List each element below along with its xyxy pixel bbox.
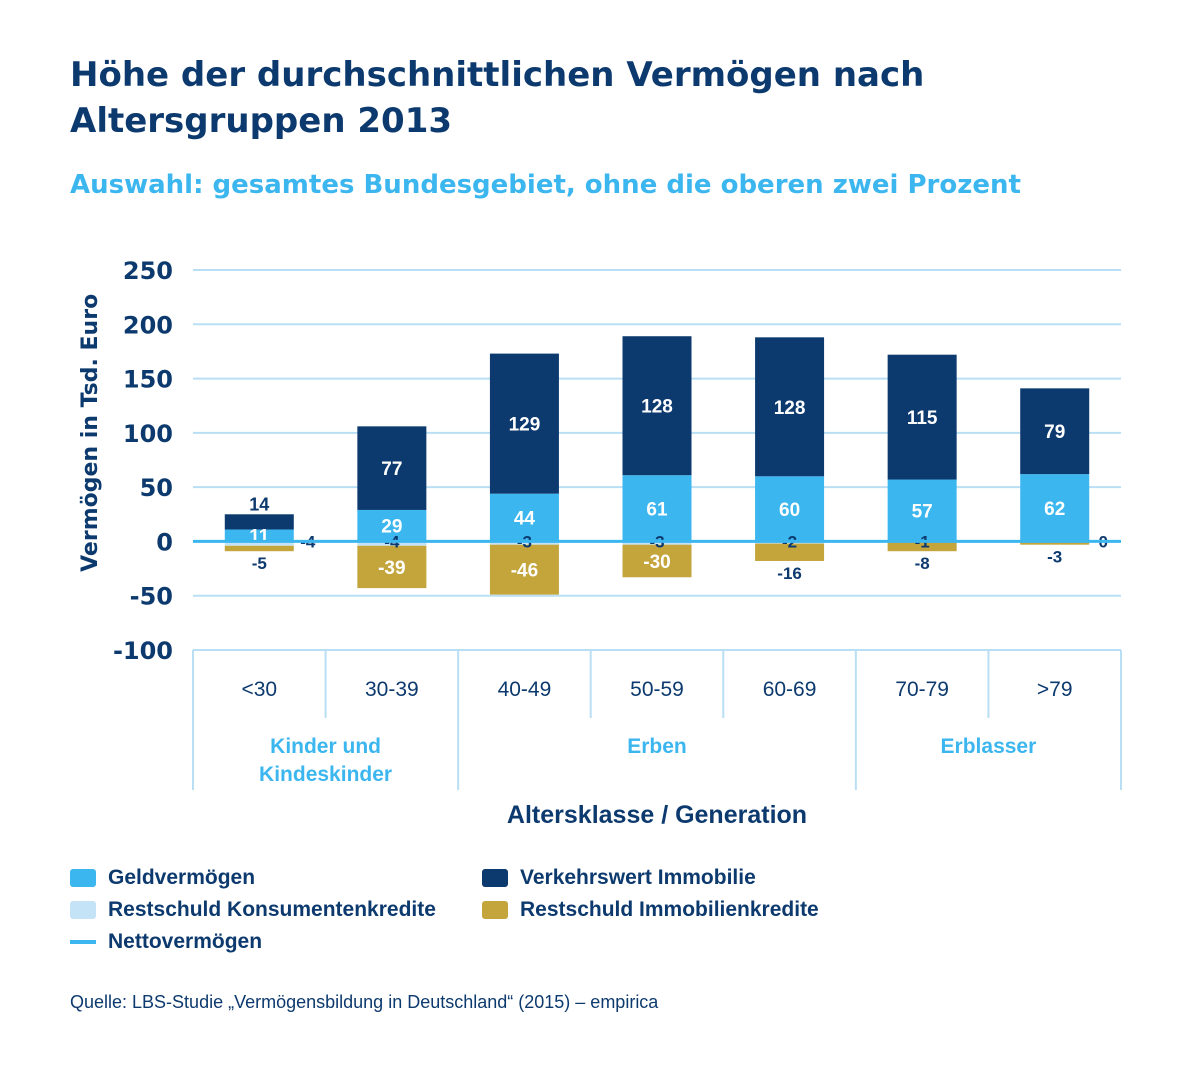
legend-item-verkehrswert: Verkehrswert Immobilie <box>482 866 756 890</box>
data-label-immobilienkredite: -46 <box>511 561 538 582</box>
y-axis-label: Vermögen in Tsd. Euro <box>78 294 103 572</box>
bar-restschuld-immobilienkredite <box>224 545 294 552</box>
bar-verkehrswert-immobilie <box>1020 388 1090 475</box>
x-tick-label: <30 <box>241 678 277 701</box>
x-tick-label: 70-79 <box>895 678 949 701</box>
chart-subtitle: Auswahl: gesamtes Bundesgebiet, ohne die… <box>70 170 1021 200</box>
legend-label: Verkehrswert Immobilie <box>520 866 756 889</box>
y-tick-label: 50 <box>140 474 173 502</box>
bar-verkehrswert-immobilie <box>887 354 957 480</box>
legend-swatch <box>70 901 96 919</box>
data-label-geldvermoegen: 29 <box>381 517 402 538</box>
bar-geldvermoegen <box>622 475 692 542</box>
legend-swatch <box>70 869 96 887</box>
y-tick-label: 0 <box>156 528 173 556</box>
group-label: Erben <box>627 735 687 758</box>
group-label: Kinder und <box>270 735 381 758</box>
chart-title: Höhe der durchschnittlichen Vermögen nac… <box>70 55 925 141</box>
data-label-verkehrswert: 115 <box>907 408 938 429</box>
legend-item-immobilienkredite: Restschuld Immobilienkredite <box>482 898 819 922</box>
data-label-geldvermoegen: 57 <box>912 501 933 522</box>
data-label-verkehrswert: 128 <box>774 398 806 419</box>
x-tick-label: 60-69 <box>763 678 817 701</box>
bar-restschuld-konsumentenkredite <box>357 541 427 546</box>
legend-swatch <box>482 901 508 919</box>
bar-geldvermoegen <box>357 509 427 542</box>
y-tick-label: -50 <box>130 583 173 611</box>
bar-verkehrswert-immobilie <box>622 336 692 476</box>
data-label-verkehrswert: 79 <box>1044 422 1065 443</box>
data-label-verkehrswert: 14 <box>249 494 269 514</box>
bar-restschuld-konsumentenkredite <box>224 541 294 546</box>
legend-label: Restschuld Immobilienkredite <box>520 898 819 921</box>
legend-swatch <box>482 869 508 887</box>
legend: Geldvermögen Verkehrswert Immobilie Rest… <box>70 866 970 966</box>
legend-item-nettovermoegen: Nettovermögen <box>70 930 262 954</box>
data-label-immobilienkredite: -5 <box>252 554 267 573</box>
x-tick-label: 50-59 <box>630 678 684 701</box>
source-note: Quelle: LBS-Studie „Vermögensbildung in … <box>70 992 659 1012</box>
bar-restschuld-immobilienkredite <box>489 544 559 595</box>
bar-verkehrswert-immobilie <box>224 514 294 530</box>
data-label-immobilienkredite: -16 <box>777 564 802 583</box>
bar-verkehrswert-immobilie <box>357 426 427 510</box>
bar-restschuld-konsumentenkredite <box>622 541 692 545</box>
data-label-immobilienkredite: -3 <box>1047 548 1062 567</box>
data-label-geldvermoegen: 11 <box>249 526 270 547</box>
data-label-geldvermoegen: 61 <box>646 499 668 520</box>
x-tick-label: 30-39 <box>365 678 419 701</box>
bar-restschuld-immobilienkredite <box>622 544 692 578</box>
legend-item-geldvermoegen: Geldvermögen <box>70 866 255 890</box>
bar-geldvermoegen <box>224 529 294 542</box>
data-label-verkehrswert: 128 <box>641 397 673 418</box>
y-tick-label: 100 <box>123 420 173 448</box>
legend-label: Restschuld Konsumentenkredite <box>108 898 436 921</box>
y-tick-label: 150 <box>123 366 173 394</box>
bar-restschuld-konsumentenkredite <box>489 541 559 545</box>
bar-restschuld-immobilienkredite <box>887 542 957 552</box>
bar-verkehrswert-immobilie <box>489 353 559 494</box>
bar-geldvermoegen <box>887 479 957 542</box>
bar-verkehrswert-immobilie <box>755 337 825 477</box>
legend-item-konsumentenkredite: Restschuld Konsumentenkredite <box>70 898 436 922</box>
y-tick-label: -100 <box>113 637 173 665</box>
bar-restschuld-immobilienkredite <box>357 545 427 589</box>
x-tick-label: 40-49 <box>498 678 552 701</box>
data-label-geldvermoegen: 44 <box>514 509 536 530</box>
data-label-verkehrswert: 77 <box>381 459 402 480</box>
bar-geldvermoegen <box>755 476 825 542</box>
data-label-immobilienkredite: -30 <box>643 552 670 573</box>
data-label-immobilienkredite: -8 <box>915 554 930 573</box>
data-label-geldvermoegen: 62 <box>1044 499 1065 520</box>
legend-label: Nettovermögen <box>108 930 263 953</box>
y-tick-label: 200 <box>123 311 173 339</box>
legend-label: Geldvermögen <box>108 866 256 889</box>
y-tick-label: 250 <box>123 257 173 285</box>
bar-geldvermoegen <box>489 493 559 542</box>
data-label-verkehrswert: 129 <box>509 415 541 436</box>
bar-restschuld-immobilienkredite <box>755 543 825 561</box>
bar-restschuld-immobilienkredite <box>1020 541 1090 545</box>
bar-geldvermoegen <box>1020 474 1090 542</box>
x-axis-label: Altersklasse / Generation <box>507 801 807 829</box>
group-label: Erblasser <box>941 735 1037 758</box>
group-label: Kindeskinder <box>259 763 392 786</box>
legend-line-swatch <box>70 940 96 944</box>
data-label-geldvermoegen: 60 <box>779 500 800 521</box>
x-tick-label: >79 <box>1037 678 1073 701</box>
data-label-immobilienkredite: -39 <box>378 558 405 579</box>
chart-svg: 250 200 150 100 50 0 -50 -100 Vermögen in Tsd. E… <box>78 257 1122 829</box>
